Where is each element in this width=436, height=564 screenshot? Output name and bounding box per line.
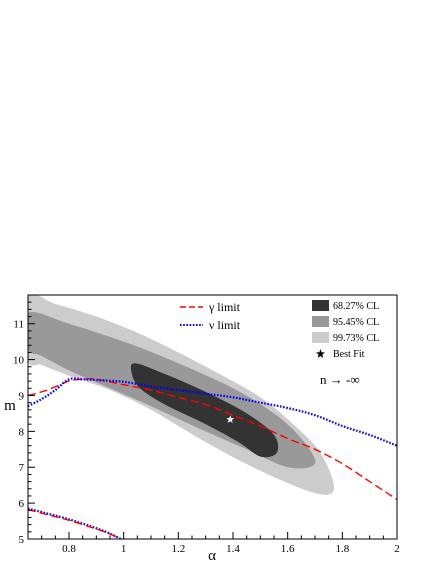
legend-68-swatch [312, 300, 329, 311]
legend-95-swatch [312, 316, 329, 327]
x-tick-label: 2 [394, 543, 400, 555]
y-tick-label: 8 [19, 426, 25, 438]
y-tick-label: 9 [19, 390, 25, 402]
y-tick-label: 11 [13, 319, 24, 331]
best-fit-point [226, 415, 235, 423]
best-fit-layer [226, 415, 235, 423]
legend-best-fit-star-icon [316, 349, 325, 358]
y-tick-label: 7 [19, 462, 25, 474]
limit-lines [28, 377, 397, 539]
gamma-limit-line [28, 378, 397, 501]
x-axis-label: α [208, 548, 216, 564]
legend-99-swatch [312, 332, 329, 343]
y-axis-label: m [4, 398, 16, 414]
y-tick-label: 10 [13, 355, 25, 367]
annotation-n-limit: n → -∞ [320, 372, 360, 387]
legend-gamma-label: γ limit [208, 300, 241, 314]
x-tick-label: 1 [121, 543, 127, 555]
legend-nu-label: ν limit [209, 318, 241, 332]
x-tick-label: 1.6 [281, 543, 295, 555]
x-tick-label: 0.8 [62, 543, 76, 555]
y-axis-ticks: 5 6 7 8 9 10 11 [13, 294, 35, 546]
gamma-limit-lower-line [28, 508, 122, 539]
y-tick-label: 6 [19, 498, 25, 510]
x-axis-ticks: 0.8 1 1.2 1.4 1.6 1.8 2 [27, 532, 400, 555]
legend-regions: 68.27% CL 95.45% CL 99.73% CL Best Fit [312, 300, 379, 360]
confidence-regions [28, 295, 335, 495]
y-tick-label: 5 [19, 534, 25, 546]
legend-68-label: 68.27% CL [333, 301, 379, 312]
legend-lines: γ limit ν limit [180, 300, 241, 332]
x-tick-label: 1.2 [171, 543, 185, 555]
x-tick-label: 1.8 [335, 543, 349, 555]
region-6827-cl [130, 363, 279, 458]
legend-95-label: 95.45% CL [333, 317, 379, 328]
legend-best-fit-label: Best Fit [333, 349, 365, 360]
x-tick-label: 1.4 [226, 543, 240, 555]
legend-99-label: 99.73% CL [333, 333, 379, 344]
